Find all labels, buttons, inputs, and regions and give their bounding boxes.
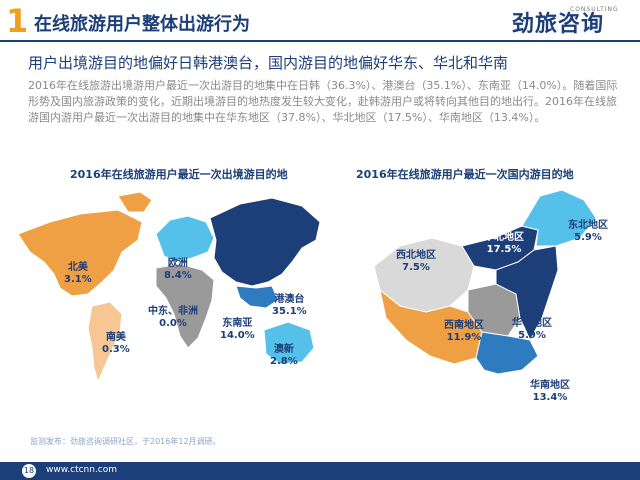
region-label-central-china: 华中地区 5.9%	[512, 318, 552, 342]
region-shape-greenland	[117, 191, 153, 213]
region-value: 11.9%	[446, 332, 482, 343]
region-label-east-china: 华东地区 37.8%	[566, 290, 606, 314]
page-title: 在线旅游用户整体出游行为	[34, 14, 250, 35]
region-value: 0.0%	[159, 318, 187, 329]
region-value: 13.4%	[532, 392, 568, 403]
region-label-hk-macau-tw: 港澳台 35.1%	[272, 294, 307, 318]
region-name: 东北地区	[568, 220, 608, 231]
region-shape-asia	[209, 197, 321, 287]
region-value: 17.5%	[486, 244, 522, 255]
region-name: 东南亚	[222, 318, 253, 329]
region-label-europe: 欧洲 8.4%	[164, 258, 192, 282]
region-value: 0.3%	[102, 344, 130, 355]
region-name: 日韩	[291, 266, 312, 277]
region-label-south-china: 华南地区 13.4%	[530, 380, 570, 404]
brand-logo: 劲旅咨询	[512, 12, 605, 37]
region-value: 14.0%	[220, 330, 255, 341]
region-shape-europe	[155, 215, 215, 263]
page-number: 18	[22, 464, 36, 478]
region-label-southeast-asia: 东南亚 14.0%	[220, 318, 255, 342]
region-shape-east-china	[495, 245, 559, 342]
region-label-northwest: 西北地区 7.5%	[396, 250, 436, 274]
region-name: 中东、非洲	[148, 306, 198, 317]
region-value: 3.1%	[64, 274, 92, 285]
region-label-south-america: 南美 0.3%	[102, 332, 130, 356]
slide-subtitle: 用户出境游目的地偏好日韩港澳台，国内游目的地偏好华东、华北和华南	[28, 54, 509, 72]
region-name: 欧洲	[167, 258, 188, 269]
region-name: 华东地区	[566, 290, 606, 301]
china-map-title: 2016年在线旅游用户最近一次国内游目的地	[356, 168, 574, 181]
region-name: 华北地区	[484, 232, 524, 243]
region-label-oceania: 澳新 2.8%	[270, 344, 298, 368]
world-map	[17, 191, 321, 384]
header-divider	[0, 40, 640, 42]
region-value: 36.3%	[284, 278, 319, 289]
region-value: 2.8%	[270, 356, 298, 367]
region-value: 37.8%	[568, 302, 604, 313]
region-value: 5.9%	[574, 232, 602, 243]
region-value: 5.9%	[518, 330, 546, 341]
region-label-north-america: 北美 3.1%	[64, 262, 92, 286]
region-shape-south-america	[87, 301, 123, 384]
china-map	[373, 189, 597, 375]
region-shape-africa	[155, 263, 215, 349]
region-shape-oceania	[263, 321, 315, 365]
region-name: 西北地区	[396, 250, 436, 261]
region-value: 35.1%	[272, 306, 307, 317]
region-name: 北美	[67, 262, 88, 273]
region-label-northeast: 东北地区 5.9%	[568, 220, 608, 244]
region-name: 华中地区	[512, 318, 552, 329]
world-map-title: 2016年在线旅游用户最近一次出境游目的地	[70, 168, 288, 181]
region-name: 西南地区	[444, 320, 484, 331]
footer-url: www.ctcnn.com	[46, 465, 118, 475]
source-note: 监测发布：劲旅咨询调研社区，于2016年12月调研。	[30, 437, 221, 446]
region-name: 南美	[105, 332, 126, 343]
brand-logo-sub: CONSULTING	[570, 6, 619, 13]
region-label-middle-east-africa: 中东、非洲 0.0%	[148, 306, 198, 330]
region-value: 8.4%	[164, 270, 192, 281]
footer-bar	[0, 462, 640, 480]
section-number: 1	[6, 2, 29, 40]
region-shape-northeast	[521, 189, 597, 247]
region-name: 港澳台	[274, 294, 305, 305]
region-shape-south-china	[475, 331, 539, 375]
region-shape-southeast-asia	[235, 285, 279, 309]
region-name: 华南地区	[530, 380, 570, 391]
summary-paragraph: 2016年在线旅游出境游用户最近一次出游目的地集中在日韩（36.3%）、港澳台（…	[28, 79, 618, 124]
region-label-north-china: 华北地区 17.5%	[484, 232, 524, 256]
region-value: 7.5%	[402, 262, 430, 273]
region-label-southwest: 西南地区 11.9%	[444, 320, 484, 344]
region-label-japan-korea: 日韩 36.3%	[284, 266, 319, 290]
region-name: 澳新	[273, 344, 294, 355]
region-shape-north-america	[17, 209, 143, 297]
